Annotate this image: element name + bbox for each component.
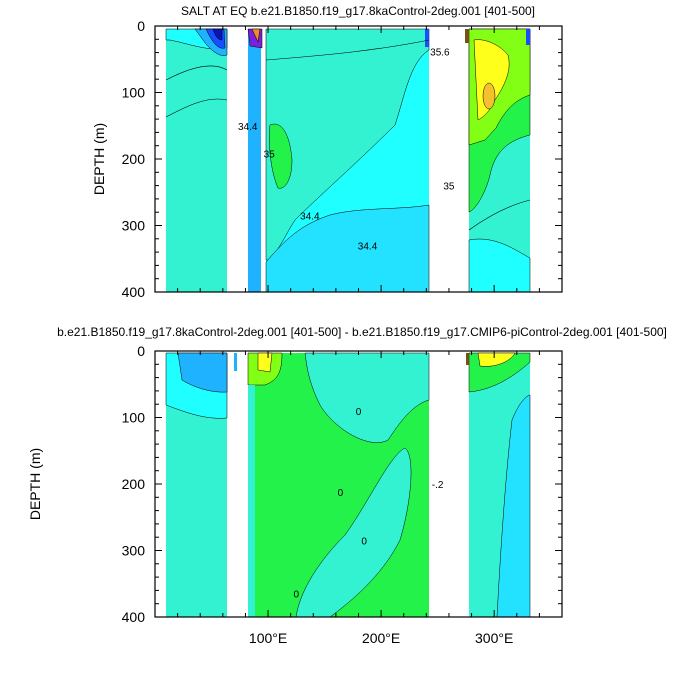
contour-label: 0 [361, 537, 367, 548]
bottom-y-tick-label: 100 [122, 410, 146, 426]
bottom-atlantic-blue [496, 394, 531, 617]
bottom-atlantic-yellow [477, 352, 516, 367]
bottom-strip-blue [234, 353, 237, 371]
top-y-tick-label: 100 [122, 85, 146, 101]
top-strip-blue [248, 29, 261, 292]
top-pacific-lightblue [265, 204, 430, 292]
x-tick-label: 300°E [475, 630, 513, 646]
contour-label: 0 [294, 590, 300, 601]
top-pacific-core [269, 123, 293, 189]
top-y-axis: 0 100 200 300 400 [122, 18, 562, 300]
bottom-panel: b.e21.B1850.f19_g17.8kaControl-2deg.001 … [27, 325, 667, 646]
top-x-ticks [177, 26, 563, 292]
contour-label: 35 [264, 150, 276, 161]
x-tick-label: 200°E [362, 630, 400, 646]
top-atlantic-edge-left [465, 29, 469, 43]
top-y-tick-label: 0 [137, 18, 145, 34]
top-pacific-teal [265, 28, 430, 261]
top-atlantic-yellow [473, 39, 510, 121]
bottom-pacific-teal-band [295, 447, 412, 617]
bottom-y-tick-label: 400 [122, 609, 146, 625]
top-contour-labels: 35.6 34.4 35 34.4 34.4 35 [238, 47, 455, 252]
contour-label: 34.4 [300, 212, 320, 223]
top-strip-orange [251, 28, 261, 43]
contour-label: 0 [356, 407, 362, 418]
bottom-contour-labels: 0 0 -.2 0 0 [294, 407, 444, 601]
bottom-y-axis-label: DEPTH (m) [27, 448, 43, 520]
top-y-tick-label: 200 [122, 151, 146, 167]
top-contour-line [265, 39, 430, 61]
bottom-indian-blue [177, 352, 228, 393]
bottom-atlantic-edge [466, 353, 469, 365]
top-y-tick-label: 400 [122, 284, 146, 300]
bottom-contour-field [155, 351, 562, 617]
top-contour-line [165, 98, 228, 118]
bottom-pacific-teal-top [304, 352, 430, 443]
top-atlantic-gold [482, 82, 496, 110]
top-panel: SALT AT EQ b.e21.B1850.f19_g17.8kaContro… [91, 4, 563, 300]
bottom-y-tick-label: 200 [122, 476, 146, 492]
bottom-pacific-yellow [257, 352, 273, 373]
top-contour-line [468, 199, 531, 231]
bottom-y-tick-label: 0 [137, 343, 145, 359]
contour-label: 34.4 [238, 122, 258, 133]
bottom-title: b.e21.B1850.f19_g17.8kaControl-2deg.001 … [57, 325, 667, 339]
contour-label: 34.4 [358, 241, 378, 252]
bottom-y-tick-label: 300 [122, 543, 146, 559]
contour-label: 0 [338, 488, 344, 499]
top-contour-line [165, 65, 228, 81]
top-y-axis-label: DEPTH (m) [91, 123, 107, 195]
top-y-tick-label: 300 [122, 218, 146, 234]
top-atlantic-cyan [468, 238, 531, 292]
contour-label: 35 [443, 182, 455, 193]
top-contour-field [155, 26, 562, 292]
bottom-pacific-teal-left [248, 385, 255, 617]
bottom-x-axis: 100°E 200°E 300°E [177, 351, 563, 646]
top-indian-navy [212, 28, 223, 41]
top-indian-teal [166, 29, 227, 292]
bottom-y-axis: 0 100 200 300 400 [122, 343, 562, 625]
contour-label: -.2 [432, 480, 444, 491]
top-pacific-edge [425, 29, 429, 47]
x-tick-label: 100°E [249, 630, 287, 646]
top-atlantic-edge-right [526, 29, 530, 45]
top-title: SALT AT EQ b.e21.B1850.f19_g17.8kaContro… [181, 4, 535, 18]
contour-label: 35.6 [430, 47, 450, 58]
